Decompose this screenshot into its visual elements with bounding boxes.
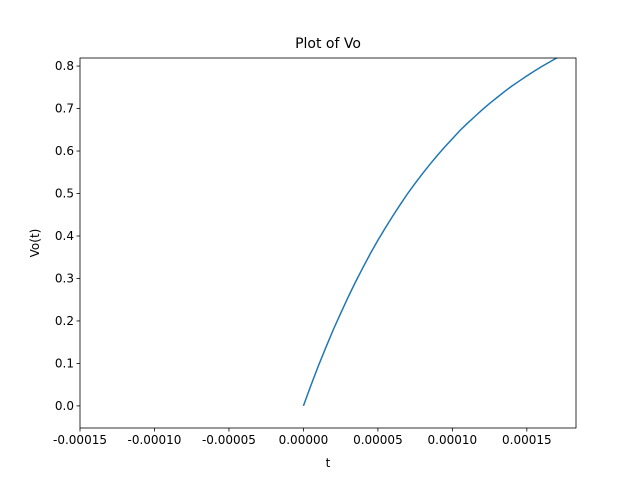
y-tick-label: 0.5 <box>55 187 74 201</box>
x-tick-label: -0.00015 <box>53 433 107 447</box>
y-axis-label: Vo(t) <box>28 229 42 258</box>
chart-title: Plot of Vo <box>295 36 361 52</box>
plot-frame <box>79 57 577 429</box>
x-axis-label: t <box>326 456 331 470</box>
x-tick-label: 0.00000 <box>279 433 329 447</box>
y-tick-label: 0.3 <box>55 271 74 285</box>
y-tick-label: 0.4 <box>55 229 74 243</box>
x-tick-label: -0.00010 <box>127 433 181 447</box>
x-tick-label: 0.00010 <box>428 433 478 447</box>
x-tick-label: -0.00005 <box>202 433 256 447</box>
y-tick-label: 0.7 <box>55 102 74 116</box>
y-tick-label: 0.8 <box>55 59 74 73</box>
y-tick-label: 0.1 <box>55 356 74 370</box>
y-tick-label: 0.6 <box>55 144 74 158</box>
x-tick-label: 0.00005 <box>353 433 403 447</box>
y-tick-label: 0.0 <box>55 399 74 413</box>
data-line <box>302 58 559 407</box>
y-tick-label: 0.2 <box>55 314 74 328</box>
x-tick-label: 0.00015 <box>502 433 552 447</box>
